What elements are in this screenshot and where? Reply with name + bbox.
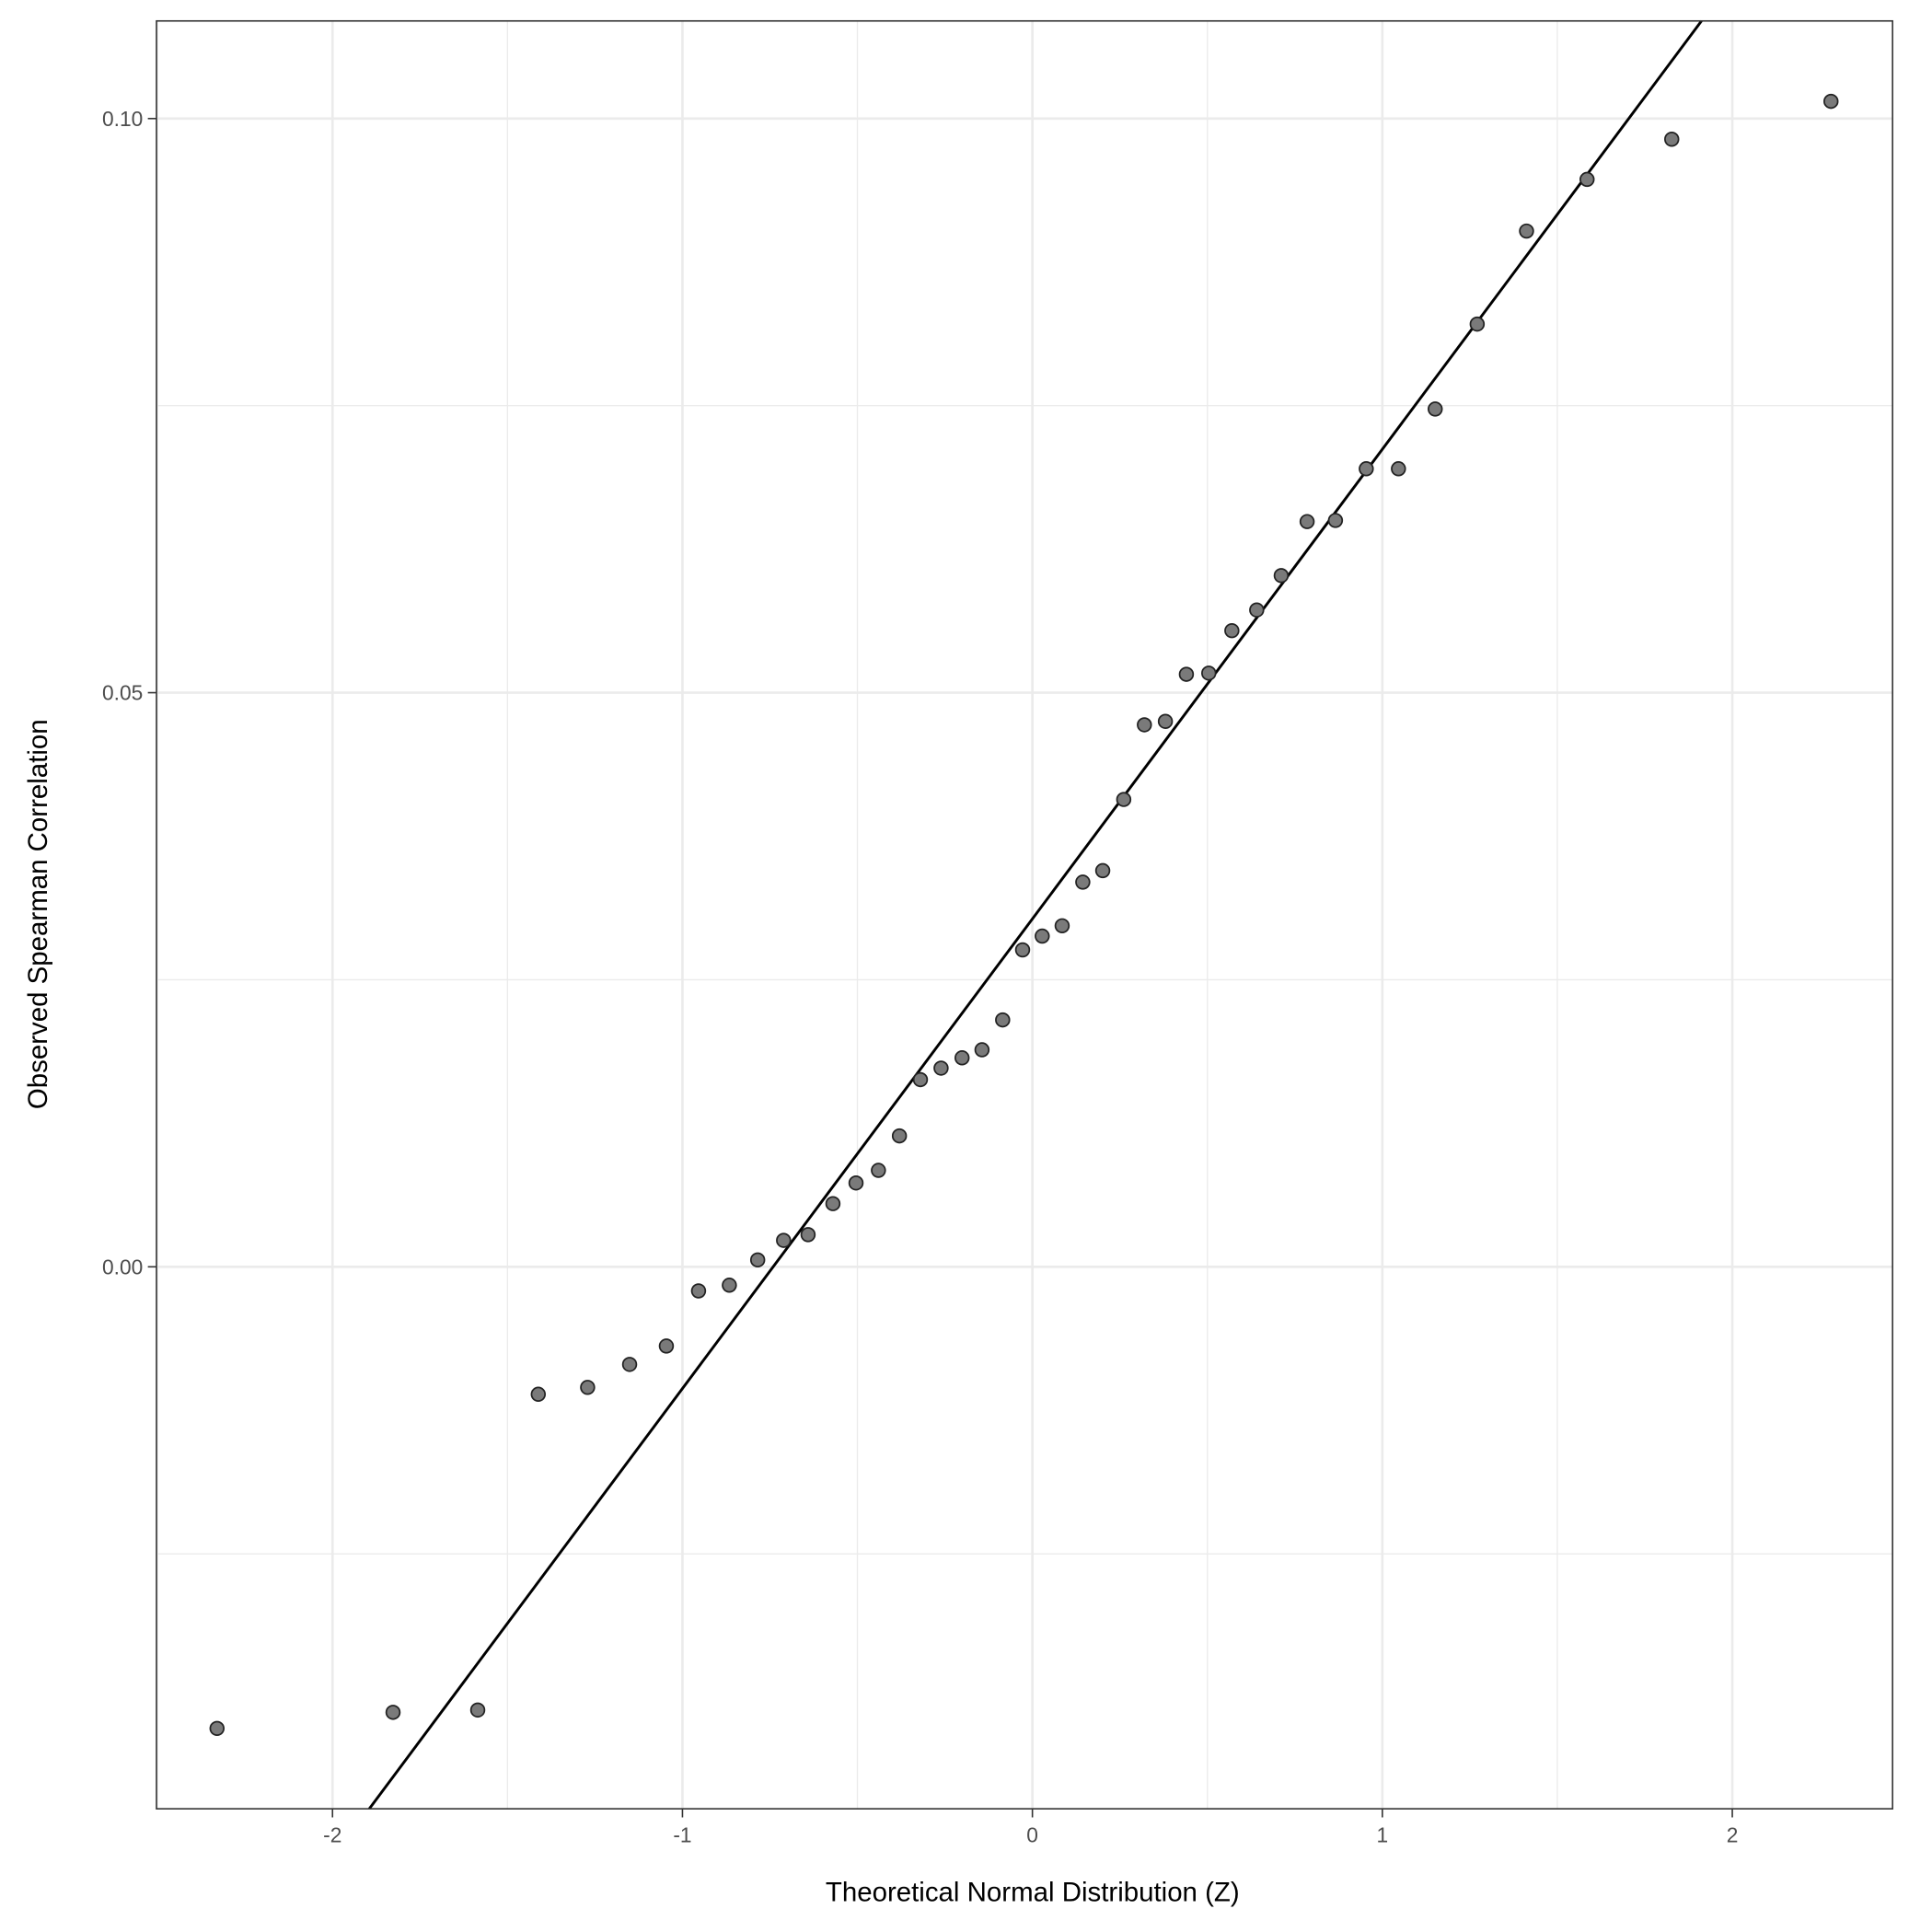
reference-line [368,19,1703,1811]
x-tick-label: 2 [1727,1822,1739,1846]
data-point [621,1357,638,1372]
data-point [891,1128,908,1144]
x-tick-label: -2 [323,1822,341,1846]
data-point [530,1386,547,1403]
data-point [1178,666,1195,682]
data-point [1137,717,1152,733]
data-point [1157,713,1174,729]
y-tick-label: 0.00 [102,1255,143,1278]
data-point [1273,568,1290,584]
data-point [825,1196,841,1211]
data-point [1579,171,1595,188]
data-point [1224,622,1240,639]
plot-panel-border [156,19,1893,1810]
data-point [1299,514,1315,529]
data-point [974,1042,990,1058]
data-point [722,1278,737,1293]
data-point [385,1705,401,1720]
y-axis-label: Observed Spearman Correlation [23,719,53,1109]
data-point [912,1071,929,1088]
data-point [776,1232,792,1248]
x-axis-label: Theoretical Normal Distribution (Z) [826,1878,1240,1908]
data-point [848,1175,864,1191]
data-point [1094,862,1111,879]
data-point [954,1050,970,1066]
data-point [749,1252,766,1268]
data-point [871,1163,886,1178]
data-point [1664,132,1680,147]
data-point [1428,401,1443,417]
data-point [1201,665,1217,681]
data-point [690,1283,707,1299]
data-point [800,1227,816,1243]
data-point [1327,513,1344,528]
data-point [995,1012,1011,1028]
x-tick-label: 1 [1377,1822,1389,1846]
data-point [1014,942,1031,958]
data-point [1519,223,1534,239]
data-point [1823,93,1839,110]
data-point [209,1720,226,1737]
y-tick-label: 0.05 [102,681,143,705]
data-point [1359,461,1374,477]
data-point [1249,602,1265,618]
x-tick-label: 0 [1026,1822,1038,1846]
data-point [1469,316,1486,332]
data-point [1075,874,1091,890]
data-point [933,1060,949,1076]
data-point [469,1702,486,1718]
y-tick-label: 0.10 [102,107,143,131]
data-point [1116,792,1132,807]
data-point [1035,928,1050,944]
data-point [1054,918,1070,934]
data-point [1391,461,1406,477]
x-tick-label: -1 [673,1822,691,1846]
data-point [580,1380,596,1395]
data-point [658,1338,675,1354]
